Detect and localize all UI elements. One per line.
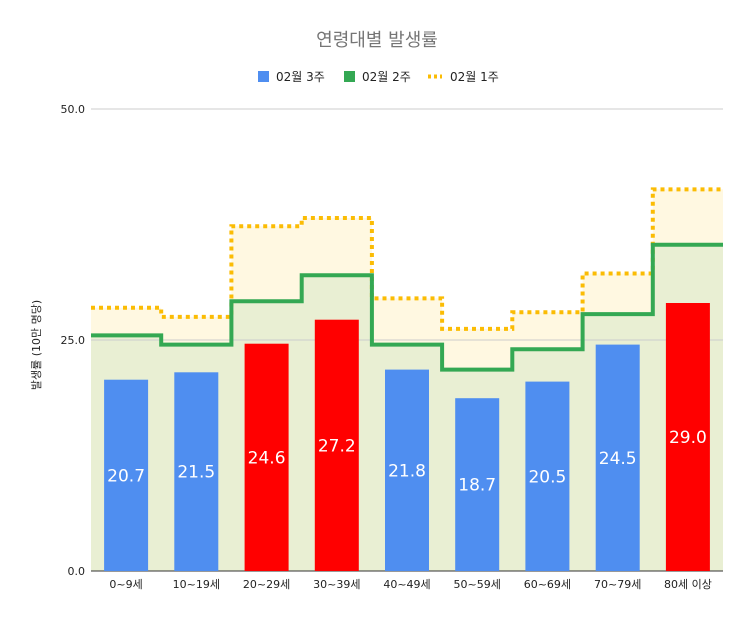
chart-title: 연령대별 발생률 [316, 30, 438, 51]
x-axis-ticks: 0~9세 10~19세 20~29세 30~39세 40~49세 50~59세 60~69세… [109, 578, 711, 591]
x-tick-label-2: 20~29세 [243, 578, 290, 591]
bar-value-label-5: 18.7 [458, 476, 496, 496]
x-tick-label-0: 0~9세 [109, 578, 142, 591]
y-tick-label-0: 0.0 [68, 565, 86, 578]
bar-value-label-8: 29.0 [669, 428, 707, 448]
x-tick-label-8: 80세 이상 [664, 578, 712, 591]
bar-3 [314, 319, 359, 571]
bars [104, 303, 710, 571]
y-tick-label-50: 50.0 [61, 103, 86, 116]
bar-0 [104, 379, 149, 571]
bar-value-label-2: 24.6 [248, 448, 286, 468]
bar-4 [385, 369, 429, 571]
y-axis-label: 발생률 (10만 명당) [30, 300, 43, 390]
bar-value-label-7: 24.5 [599, 449, 637, 469]
x-tick-label-5: 50~59세 [454, 578, 501, 591]
x-tick-label-4: 40~49세 [383, 578, 430, 591]
bar-7 [595, 344, 640, 571]
bar-value-label-3: 27.2 [318, 436, 356, 456]
bar-6 [525, 381, 570, 571]
x-tick-label-7: 70~79세 [594, 578, 641, 591]
legend: 02월 3주 02월 2주 02월 1주 [258, 70, 499, 84]
line-feb-week2 [91, 242, 723, 372]
line-feb-week1 [91, 187, 723, 331]
legend-swatch-feb-week2 [344, 71, 355, 82]
bar-5 [455, 398, 500, 571]
legend-label-feb-week2: 02월 2주 [362, 70, 411, 84]
legend-swatch-feb-week3 [258, 71, 269, 82]
legend-label-feb-week3: 02월 3주 [276, 70, 325, 84]
x-tick-label-3: 30~39세 [313, 578, 360, 591]
y-axis-ticks: 0.0 25.0 50.0 [61, 103, 86, 578]
bar-value-labels: 20.7 21.5 24.6 27.2 21.8 18.7 20.5 24.5 29.0 [107, 428, 707, 496]
bar-1 [174, 372, 219, 571]
bar-value-label-0: 20.7 [107, 466, 145, 486]
legend-label-feb-week1: 02월 1주 [450, 70, 499, 84]
step-lines [91, 187, 723, 372]
bar-value-label-1: 21.5 [177, 463, 215, 483]
x-tick-label-1: 10~19세 [173, 578, 220, 591]
bar-value-label-4: 21.8 [388, 461, 426, 481]
bar-8 [665, 303, 710, 571]
bar-value-label-6: 20.5 [528, 467, 566, 487]
bar-2 [244, 343, 289, 571]
y-tick-label-25: 25.0 [61, 334, 86, 347]
x-tick-label-6: 60~69세 [524, 578, 571, 591]
